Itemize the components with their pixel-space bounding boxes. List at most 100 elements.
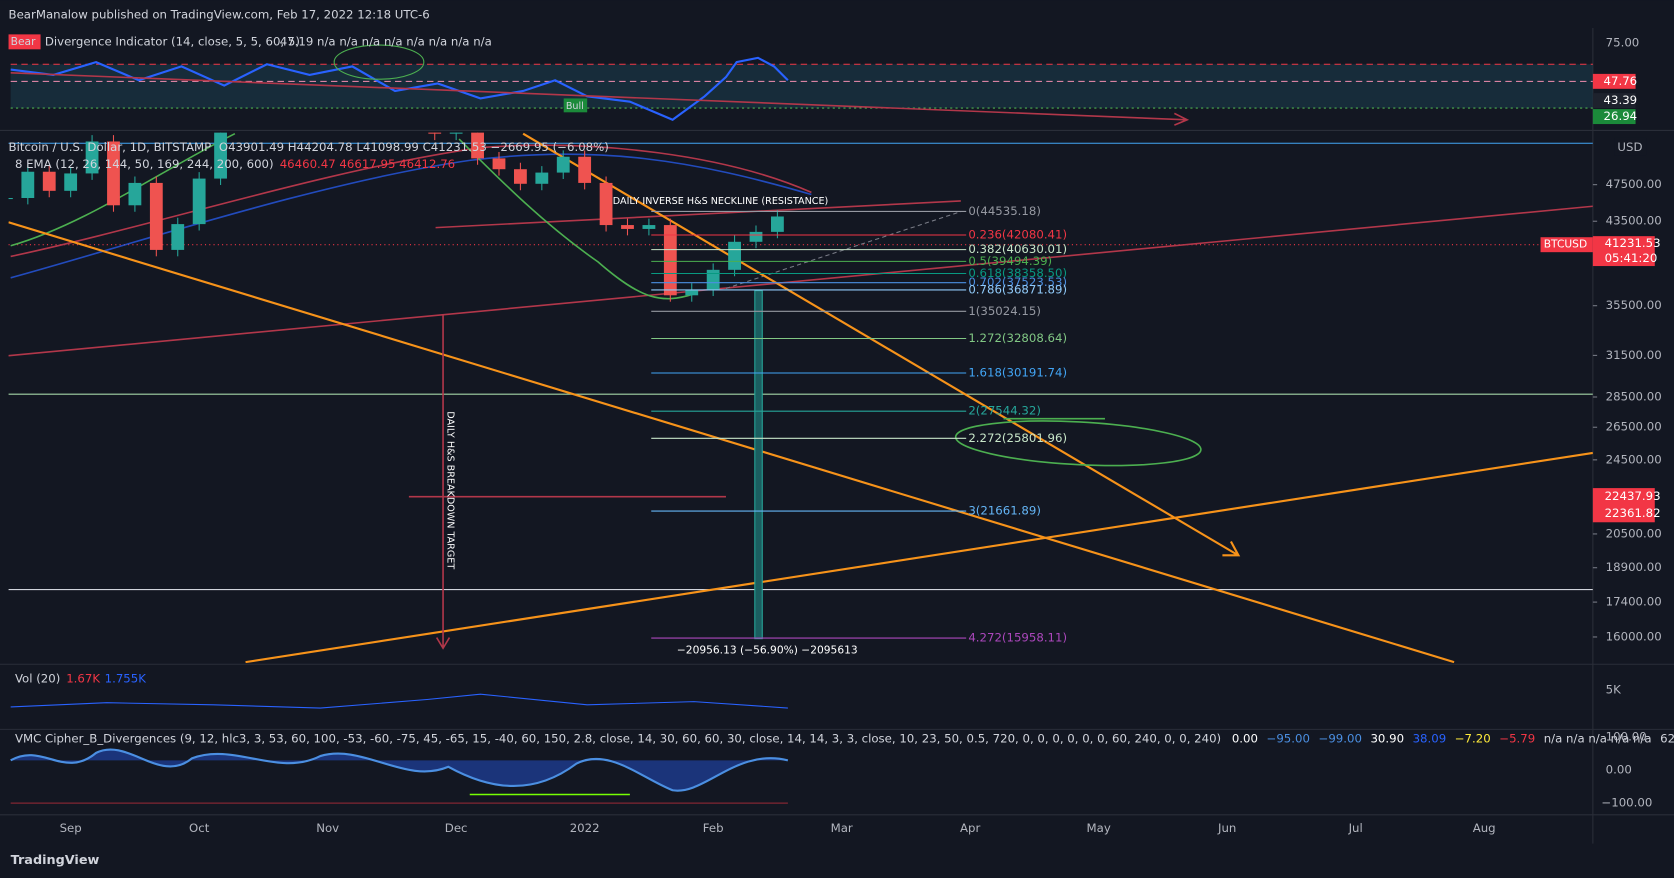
volume-ma-value: 1.755K	[105, 672, 147, 686]
candle	[663, 225, 677, 296]
trendline	[8, 221, 1455, 664]
wave	[10, 748, 789, 792]
volume-value: 1.67K	[66, 672, 100, 686]
breakdown-label: DAILY H&S BREAKDOWN TARGET	[445, 411, 456, 569]
osc-value: 38.09	[1413, 731, 1447, 745]
pane-borders	[0, 27, 1674, 844]
x-tick-label: Sep	[60, 821, 82, 835]
tag: 22361.82	[1605, 506, 1661, 520]
osc-value: −7.20	[1455, 731, 1491, 745]
fib-label: 0.618(38358.50)	[968, 266, 1067, 280]
osc-value: −99.00	[1318, 731, 1361, 745]
x-tick-label: Aug	[1473, 821, 1496, 835]
candle	[128, 182, 142, 206]
osc-legend: VMC Cipher_B_Divergences (9, 12, hlc3, 3…	[15, 731, 1221, 745]
fib-label: 1.272(32808.64)	[968, 331, 1067, 345]
trendline	[245, 451, 1593, 664]
indicator-axis-label: 75.00	[1606, 35, 1640, 49]
candle	[642, 225, 656, 229]
ema	[10, 153, 812, 279]
x-tick-label: Dec	[445, 821, 468, 835]
trendline	[10, 72, 1190, 126]
osc-value: n/a n/a n/a n/a n/a	[1544, 731, 1652, 745]
candle	[556, 156, 570, 173]
y-tick-label: 47500.00	[1606, 177, 1662, 191]
tag-bg	[1592, 93, 1636, 109]
price-tag: 41231.53	[1605, 236, 1661, 250]
osc-axis: 0.00	[1606, 762, 1632, 776]
osc-value: 0.00	[1232, 731, 1258, 745]
x-tick-label: Mar	[831, 821, 853, 835]
candle	[428, 132, 442, 134]
candle	[685, 289, 699, 296]
candle	[599, 182, 613, 226]
x-tick-label: 2022	[570, 821, 600, 835]
candle	[771, 216, 784, 232]
measure-label: −20956.13 (−56.90%) −2095613	[677, 643, 858, 656]
candle	[8, 197, 13, 200]
candle	[514, 169, 527, 184]
tag: 43.39	[1604, 93, 1638, 107]
y-tick-label: 24500.00	[1606, 452, 1662, 466]
tag-bg	[1592, 109, 1636, 125]
target-arrow	[408, 315, 726, 650]
fib-label: 4.272(15958.11)	[968, 631, 1067, 645]
neckline-label: DAILY INVERSE H&S NECKLINE (RESISTANCE)	[613, 196, 828, 207]
candle	[728, 241, 741, 270]
candle	[64, 173, 78, 191]
tag: 26.94	[1604, 109, 1638, 123]
ema	[10, 132, 695, 300]
fib-label: 0.236(42080.41)	[968, 228, 1067, 242]
x-tick-label: Apr	[960, 821, 980, 835]
symbol-tag-bg	[1540, 237, 1593, 253]
fib-label: 2.272(25801.96)	[968, 431, 1067, 445]
candle	[149, 182, 163, 250]
candle	[192, 178, 206, 225]
chart-title: Bitcoin / U.S. Dollar, 1D, BITSTAMP	[9, 140, 212, 154]
x-tick-label: Oct	[189, 821, 210, 835]
publisher: BearManalow published on TradingView.com…	[9, 8, 430, 22]
tag: 22437.93	[1605, 489, 1661, 503]
ellipse	[333, 44, 425, 80]
countdown: 05:41:20	[1605, 251, 1658, 265]
fib-label: 3(21661.89)	[968, 504, 1041, 518]
candle	[578, 156, 592, 183]
fib-label: 0.382(40630.01)	[968, 242, 1067, 256]
x-tick-label: Feb	[703, 821, 724, 835]
y-tick-label: 18900.00	[1606, 560, 1662, 574]
y-tick-label: 43500.00	[1606, 214, 1662, 228]
candle	[471, 132, 484, 159]
candle	[492, 158, 506, 170]
y-tick-label: 17400.00	[1606, 595, 1662, 609]
y-tick-label: 26500.00	[1606, 420, 1662, 434]
fib-label: 2(27544.32)	[968, 404, 1041, 418]
fib-label: 0.786(36871.89)	[968, 282, 1067, 296]
band	[10, 64, 1593, 109]
ellipse	[954, 420, 1202, 467]
candle	[706, 269, 720, 290]
candle	[171, 224, 185, 250]
y-tick-label: 20500.00	[1606, 526, 1662, 540]
x-tick-label: May	[1087, 821, 1111, 835]
osc-axis: −100.00	[1601, 796, 1652, 810]
bull-tag: Bull	[566, 101, 584, 112]
y-tick-label: 31500.00	[1606, 348, 1662, 362]
price-tag-bg	[1592, 236, 1655, 267]
bull-tag-bg	[563, 98, 588, 113]
currency-bg	[1614, 137, 1647, 156]
x-tick-label: Jul	[1348, 821, 1363, 835]
volume-legend: Vol (20)	[15, 672, 60, 686]
indicator-legend: Divergence Indicator (14, close, 5, 5, 6…	[45, 34, 300, 48]
trendline	[8, 205, 1593, 357]
candle	[107, 141, 120, 206]
osc-value: 62.62...	[1660, 731, 1674, 745]
symbol-tag: BTCUSD	[1544, 238, 1587, 251]
tag-bg	[1592, 73, 1636, 89]
y-tick-label: 28500.00	[1606, 389, 1662, 403]
osc-value: 30.90	[1370, 731, 1404, 745]
fib-label: 0.5(39494.39)	[968, 254, 1052, 268]
x-tick-label: Jun	[1217, 821, 1236, 835]
fib-label: 1.618(30191.74)	[968, 366, 1067, 380]
y-tick-label: 16000.00	[1606, 629, 1662, 643]
